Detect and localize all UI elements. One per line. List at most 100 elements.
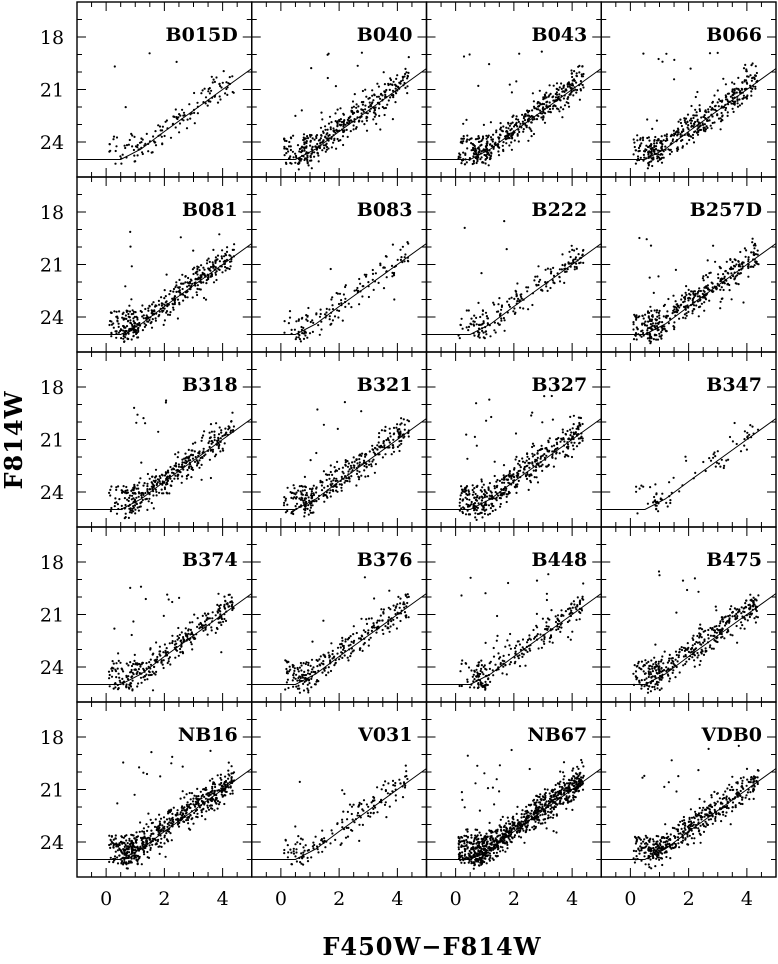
data-point bbox=[215, 278, 218, 282]
data-point bbox=[383, 83, 386, 86]
data-point bbox=[403, 423, 406, 426]
data-point bbox=[325, 311, 328, 314]
data-point bbox=[137, 668, 140, 671]
data-point bbox=[131, 507, 134, 510]
data-point bbox=[539, 278, 542, 281]
data-point bbox=[480, 150, 483, 153]
data-point bbox=[562, 614, 565, 617]
data-point bbox=[319, 137, 322, 140]
data-point bbox=[112, 662, 115, 665]
data-point bbox=[517, 462, 520, 465]
data-point bbox=[310, 496, 313, 499]
data-point bbox=[556, 96, 560, 99]
panel-b043: B043 bbox=[425, 1, 602, 178]
data-point bbox=[406, 77, 409, 80]
data-point bbox=[511, 121, 514, 124]
data-point bbox=[550, 445, 554, 448]
data-point bbox=[506, 300, 509, 303]
data-point bbox=[507, 122, 510, 125]
data-point bbox=[653, 495, 656, 499]
data-point bbox=[676, 149, 679, 152]
data-point bbox=[743, 79, 746, 82]
data-point bbox=[184, 632, 187, 636]
data-point bbox=[696, 651, 699, 655]
data-point bbox=[534, 275, 537, 278]
data-point bbox=[486, 156, 489, 159]
data-point bbox=[642, 317, 645, 320]
data-point bbox=[112, 326, 115, 329]
data-point bbox=[731, 90, 734, 93]
data-point bbox=[527, 139, 530, 142]
data-point bbox=[168, 656, 171, 659]
data-point bbox=[691, 136, 695, 140]
data-point bbox=[709, 105, 712, 108]
data-point bbox=[130, 664, 134, 668]
data-point bbox=[223, 613, 226, 616]
data-point bbox=[221, 435, 224, 438]
data-point bbox=[566, 85, 570, 88]
data-point bbox=[392, 96, 395, 99]
data-point bbox=[685, 293, 688, 296]
data-point bbox=[387, 620, 390, 623]
data-point bbox=[555, 628, 558, 632]
data-point bbox=[356, 110, 359, 113]
data-point bbox=[344, 475, 347, 478]
scatter-points bbox=[632, 570, 760, 694]
data-point bbox=[510, 483, 513, 486]
data-point bbox=[671, 312, 674, 315]
data-point bbox=[717, 117, 721, 120]
data-point bbox=[561, 90, 564, 93]
data-point bbox=[708, 272, 711, 275]
data-point bbox=[340, 489, 343, 492]
data-point bbox=[633, 145, 636, 149]
data-point bbox=[303, 485, 307, 488]
data-point bbox=[343, 401, 346, 404]
data-point bbox=[477, 502, 480, 505]
data-point bbox=[475, 444, 478, 447]
data-point bbox=[570, 455, 574, 459]
data-point bbox=[532, 100, 536, 103]
data-point bbox=[303, 146, 306, 149]
data-point bbox=[289, 136, 292, 139]
data-point bbox=[524, 115, 527, 118]
data-point bbox=[187, 276, 190, 280]
data-point bbox=[324, 316, 327, 319]
data-point bbox=[188, 638, 191, 642]
data-point bbox=[480, 480, 483, 483]
data-point bbox=[146, 472, 149, 476]
data-point bbox=[470, 500, 473, 504]
data-point bbox=[157, 134, 160, 137]
data-point bbox=[536, 275, 539, 278]
data-point bbox=[529, 473, 533, 476]
data-point bbox=[556, 622, 559, 626]
data-point bbox=[377, 281, 380, 284]
data-point bbox=[289, 668, 292, 671]
data-point bbox=[707, 116, 710, 119]
data-point bbox=[466, 138, 469, 141]
data-point bbox=[496, 614, 499, 618]
data-point bbox=[295, 320, 298, 323]
data-point bbox=[175, 117, 178, 120]
data-point bbox=[176, 317, 179, 320]
data-point bbox=[346, 121, 349, 124]
data-point bbox=[749, 84, 752, 87]
data-point bbox=[183, 465, 186, 468]
data-point bbox=[290, 332, 293, 335]
data-point bbox=[554, 447, 558, 451]
data-point bbox=[388, 441, 391, 444]
data-point bbox=[218, 260, 221, 263]
data-point bbox=[716, 101, 719, 104]
data-point bbox=[177, 451, 180, 454]
data-point bbox=[648, 319, 652, 323]
data-point bbox=[403, 428, 406, 431]
data-point bbox=[565, 270, 568, 273]
data-point bbox=[469, 576, 472, 579]
data-point bbox=[158, 645, 161, 648]
data-point bbox=[692, 296, 696, 299]
data-point bbox=[129, 682, 132, 685]
data-point bbox=[647, 156, 650, 159]
data-point bbox=[737, 283, 740, 286]
data-point bbox=[154, 480, 157, 484]
data-point bbox=[578, 71, 581, 74]
data-point bbox=[576, 425, 579, 428]
